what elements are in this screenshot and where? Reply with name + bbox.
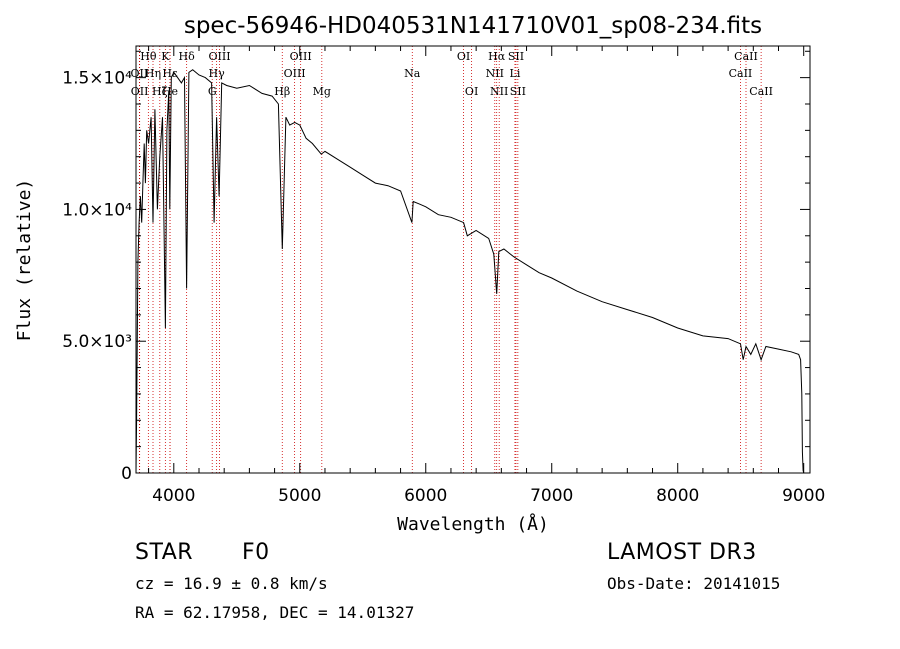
marker-label-0: Hθ xyxy=(140,50,157,63)
line-markers xyxy=(139,46,762,473)
marker-label-27: CaII xyxy=(749,85,773,98)
x-tick-label-4: 8000 xyxy=(656,486,699,506)
subclass: F0 xyxy=(242,540,270,565)
object-class: STAR xyxy=(135,540,194,565)
x-axis-label: Wavelength (Å) xyxy=(397,513,549,535)
marker-label-18: OI xyxy=(465,85,478,98)
marker-label-17: OI xyxy=(457,50,470,63)
y-axis-label: Flux (relative) xyxy=(14,179,35,342)
marker-label-1: OII xyxy=(131,67,149,80)
marker-label-7: He xyxy=(162,85,178,98)
marker-label-12: Hβ xyxy=(274,85,290,98)
y-tick-label-0: 0 xyxy=(121,464,132,484)
marker-label-22: SII xyxy=(508,50,524,63)
x-tick-label-2: 6000 xyxy=(404,486,447,506)
x-tick-label-0: 4000 xyxy=(152,486,195,506)
marker-label-2: OII xyxy=(131,85,149,98)
y-tick-label-3: 1.5×10⁴ xyxy=(62,69,132,89)
x-tick-label-5: 9000 xyxy=(782,486,825,506)
marker-label-4: Hζ xyxy=(152,85,168,98)
marker-label-20: NII xyxy=(486,67,504,80)
marker-label-8: Hδ xyxy=(179,50,196,63)
x-tick-label-1: 5000 xyxy=(278,486,321,506)
plot-frame xyxy=(135,45,811,474)
chart-title: spec-56946-HD040531N141710V01_sp08-234.f… xyxy=(184,13,762,39)
y-tick-label-2: 1.0×10⁴ xyxy=(62,200,132,220)
marker-label-9: Hγ xyxy=(209,67,226,80)
marker-label-10: OIII xyxy=(208,50,230,63)
marker-label-3: Hη xyxy=(145,67,161,80)
marker-label-15: Mg xyxy=(313,85,331,98)
redshift-value: cz = 16.9 ± 0.8 km/s xyxy=(135,574,328,593)
marker-label-19: Hα xyxy=(488,50,506,63)
coordinates: RA = 62.17958, DEC = 14.01327 xyxy=(135,603,415,622)
y-tick-label-1: 5.0×10³ xyxy=(62,332,132,352)
marker-label-13: OIII xyxy=(284,67,306,80)
x-axis-ticks: 4000 5000 6000 7000 8000 9000 xyxy=(148,46,825,506)
obs-date: Obs-Date: 20141015 xyxy=(607,574,781,593)
marker-label-24: SII xyxy=(510,85,526,98)
marker-label-25: CaII xyxy=(734,50,758,63)
marker-label-5: K xyxy=(161,50,170,63)
survey-name: LAMOST DR3 xyxy=(607,540,757,565)
marker-label-14: OIII xyxy=(290,50,312,63)
marker-label-23: Li xyxy=(510,67,521,80)
marker-label-26: CaII xyxy=(729,67,753,80)
y-axis-ticks: 0 5.0×10³ 1.0×10⁴ 1.5×10⁴ xyxy=(62,50,810,484)
marker-label-16: Na xyxy=(404,67,421,80)
marker-label-21: NII xyxy=(490,85,508,98)
x-tick-label-3: 7000 xyxy=(530,486,573,506)
flux-series-line xyxy=(135,69,805,474)
marker-label-6: Hε xyxy=(162,67,178,80)
